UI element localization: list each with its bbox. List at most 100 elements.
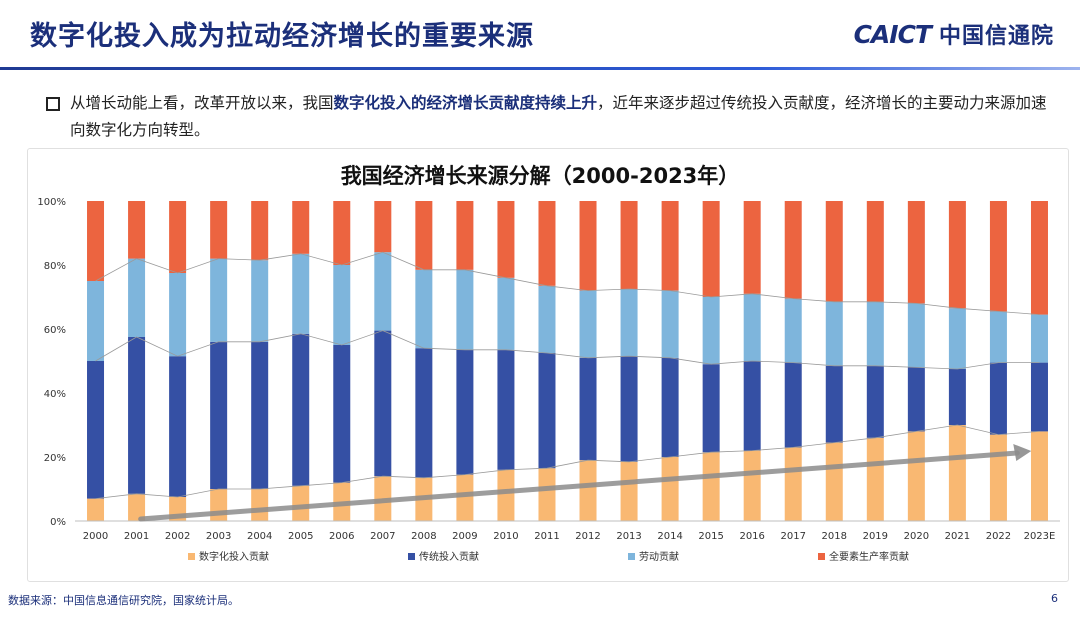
bar-4-2009 [456, 201, 474, 270]
bar-3-2005 [292, 253, 310, 334]
legend-swatch-2 [408, 553, 415, 560]
bar-4-2010 [497, 201, 515, 278]
bar-4-2012 [579, 201, 597, 291]
bar-4-2011 [538, 201, 556, 286]
bar-1-2005 [292, 485, 310, 521]
bar-1-2019 [866, 437, 884, 521]
x-tick-label: 2023E [1024, 531, 1056, 542]
bar-3-2014 [661, 290, 679, 358]
bar-4-2013 [620, 201, 638, 289]
bar-1-2023E [1030, 431, 1048, 521]
bar-1-2016 [743, 450, 761, 521]
x-tick-label: 2003 [206, 531, 231, 542]
bar-2-2005 [292, 333, 310, 486]
bullet-paragraph: 从增长动能上看，改革开放以来，我国数字化投入的经济增长贡献度持续上升，近年来逐步… [46, 90, 1056, 144]
logo-en-text: CAICT [853, 19, 932, 49]
bar-3-2015 [702, 297, 720, 365]
bar-3-2001 [128, 258, 146, 337]
slide-title: 数字化投入成为拉动经济增长的重要来源 [30, 21, 534, 52]
bar-4-2021 [948, 201, 966, 309]
legend-label-1: 数字化投入贡献 [199, 550, 269, 563]
bar-3-2023E [1030, 314, 1048, 363]
x-tick-label: 2008 [411, 531, 436, 542]
bar-3-2008 [415, 269, 433, 349]
bar-2-2006 [333, 345, 351, 483]
page-number: 6 [1051, 592, 1058, 605]
bar-2-2009 [456, 349, 474, 475]
x-tick-label: 2012 [575, 531, 600, 542]
bar-1-2020 [907, 431, 925, 521]
x-tick-label: 2011 [534, 531, 559, 542]
bar-2-2000 [87, 361, 105, 499]
bar-2-2023E [1030, 362, 1048, 432]
x-tick-label: 2016 [739, 531, 764, 542]
x-tick-label: 2017 [781, 531, 806, 542]
bar-3-2018 [825, 301, 843, 366]
bar-3-2021 [948, 308, 966, 369]
bar-1-2000 [87, 498, 105, 521]
x-tick-label: 2013 [616, 531, 641, 542]
bar-4-2017 [784, 201, 802, 299]
bar-4-2016 [743, 201, 761, 294]
bar-2-2022 [989, 362, 1007, 435]
bar-3-2019 [866, 301, 884, 366]
bar-4-2020 [907, 201, 925, 304]
bar-3-2000 [87, 281, 105, 361]
bar-2-2003 [210, 341, 228, 489]
bar-2-2011 [538, 353, 556, 469]
bar-3-2010 [497, 277, 515, 350]
bar-2-2020 [907, 367, 925, 432]
bar-2-2016 [743, 361, 761, 451]
x-tick-label: 2014 [657, 531, 682, 542]
bar-2-2018 [825, 365, 843, 443]
bar-3-2017 [784, 298, 802, 363]
bar-2-2007 [374, 330, 392, 477]
x-tick-label: 2010 [493, 531, 518, 542]
bar-3-2022 [989, 311, 1007, 363]
bar-1-2017 [784, 447, 802, 521]
bar-2-2012 [579, 357, 597, 461]
trend-arrow-line [138, 450, 1020, 522]
bar-4-2019 [866, 201, 884, 302]
logo-cn-text: 中国信通院 [938, 24, 1054, 49]
caict-logo: CAICT 中国信通院 [854, 18, 1054, 50]
bar-4-2001 [128, 201, 146, 259]
legend-label-3: 劳动贡献 [639, 550, 679, 563]
bar-4-2006 [333, 201, 351, 265]
bar-4-2004 [251, 201, 269, 261]
bar-4-2008 [415, 201, 433, 270]
bar-1-2010 [497, 469, 515, 521]
bar-3-2002 [169, 273, 187, 357]
x-tick-label: 2018 [822, 531, 847, 542]
bar-3-2007 [374, 252, 392, 331]
x-tick-label: 2006 [329, 531, 354, 542]
bar-1-2022 [989, 434, 1007, 521]
bar-3-2004 [251, 260, 269, 342]
square-bullet-icon [46, 97, 60, 111]
bar-3-2016 [743, 293, 761, 361]
bar-1-2009 [456, 474, 474, 521]
bar-3-2020 [907, 303, 925, 368]
bar-3-2003 [210, 258, 228, 342]
y-tick-label: 80% [44, 261, 66, 272]
bar-2-2021 [948, 369, 966, 425]
bar-3-2012 [579, 290, 597, 358]
x-tick-label: 2019 [863, 531, 888, 542]
bar-1-2021 [948, 425, 966, 521]
y-tick-label: 40% [44, 389, 66, 400]
x-tick-label: 2021 [945, 531, 970, 542]
bar-3-2006 [333, 265, 351, 345]
bar-4-2022 [989, 201, 1007, 312]
bar-1-2001 [128, 493, 146, 521]
legend-swatch-3 [628, 553, 635, 560]
bar-1-2015 [702, 452, 720, 521]
bullet-text-post: ，近年来逐步超过传统投入贡献度，经济增长的主要动力来源加速向数字化方向转型。 [70, 94, 1047, 139]
y-tick-label: 60% [44, 325, 66, 336]
data-source-note: 数据来源：中国信息通信研究院，国家统计局。 [8, 594, 239, 607]
bar-2-2004 [251, 341, 269, 489]
bar-1-2014 [661, 457, 679, 521]
trend-arrow-head-icon [1013, 444, 1032, 461]
x-tick-label: 2000 [83, 531, 108, 542]
bullet-text-pre: 从增长动能上看，改革开放以来，我国 [70, 94, 334, 112]
bar-2-2013 [620, 356, 638, 462]
